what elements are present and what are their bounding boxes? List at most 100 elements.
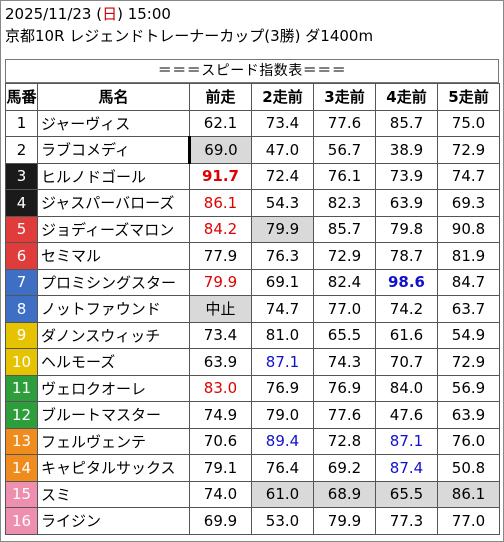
speed-index-last: 79.9: [189, 268, 252, 296]
speed-index-5ago: 72.9: [437, 348, 500, 376]
horse-name: ジャーヴィス: [37, 109, 190, 137]
horse-number: 14: [5, 454, 38, 482]
speed-index-3ago: 82.3: [313, 189, 376, 217]
speed-index-4ago: 70.7: [375, 348, 438, 376]
table-row: 9 ダノンスウィッチ 73.4 81.0 65.5 61.6 54.9: [5, 321, 500, 349]
speed-index-5ago: 72.9: [437, 136, 500, 164]
speed-index-5ago: 81.9: [437, 242, 500, 270]
speed-index-3ago: 69.2: [313, 454, 376, 482]
col-header-last: 前走: [189, 83, 252, 111]
horse-name: スミ: [37, 480, 190, 508]
speed-index-3ago: 85.7: [313, 215, 376, 243]
speed-index-last: 83.0: [189, 374, 252, 402]
table-row: 6 セミマル 77.9 76.3 72.9 78.7 81.9: [5, 242, 500, 270]
speed-index-3ago: 72.8: [313, 427, 376, 455]
table-row: 12 ブルートマスター 74.9 79.0 77.6 47.6 63.9: [5, 401, 500, 429]
speed-index-5ago: 63.7: [437, 295, 500, 323]
table-row: 3 ヒルノドゴール 91.7 72.4 76.1 73.9 74.7: [5, 162, 500, 190]
table-row: 11 ヴェロクオーレ 83.0 76.9 76.9 84.0 56.9: [5, 374, 500, 402]
table-row: 15 スミ 74.0 61.0 68.9 65.5 86.1: [5, 480, 500, 508]
speed-index-5ago: 75.0: [437, 109, 500, 137]
table-row: 1 ジャーヴィス 62.1 73.4 77.6 85.7 75.0: [5, 109, 500, 137]
horse-name: ヘルモーズ: [37, 348, 190, 376]
speed-index-2ago: 76.9: [251, 374, 314, 402]
speed-index-3ago: 77.6: [313, 401, 376, 429]
speed-index-4ago: 61.6: [375, 321, 438, 349]
speed-index-4ago: 87.1: [375, 427, 438, 455]
speed-index-2ago: 89.4: [251, 427, 314, 455]
speed-index-last: 62.1: [189, 109, 252, 137]
table-header-row: 馬番 馬名 前走 2走前 3走前 4走前 5走前: [5, 83, 500, 111]
speed-index-3ago: 76.9: [313, 374, 376, 402]
horse-number: 7: [5, 268, 38, 296]
table-row: 2 ラブコメディ 69.0 47.0 56.7 38.9 72.9: [5, 136, 500, 164]
speed-index-last: 69.0: [188, 136, 252, 164]
horse-number: 15: [5, 480, 38, 508]
speed-index-5ago: 63.9: [437, 401, 500, 429]
speed-index-3ago: 82.4: [313, 268, 376, 296]
speed-index-2ago: 61.0: [251, 480, 314, 508]
speed-index-2ago: 87.1: [251, 348, 314, 376]
table-row: 4 ジャスパーバローズ 86.1 54.3 82.3 63.9 69.3: [5, 189, 500, 217]
date-prefix: 2025/11/23 (: [5, 5, 103, 23]
horse-name: ブルートマスター: [37, 401, 190, 429]
day-of-week: 日: [102, 5, 118, 23]
horse-number: 3: [5, 162, 38, 190]
speed-index-2ago: 53.0: [251, 507, 314, 535]
speed-index-4ago: 73.9: [375, 162, 438, 190]
horse-number: 8: [5, 295, 38, 323]
speed-index-table: 馬番 馬名 前走 2走前 3走前 4走前 5走前 1 ジャーヴィス 62.1 73.4…: [5, 83, 500, 535]
speed-index-last: 74.0: [189, 480, 252, 508]
horse-name: ノットファウンド: [37, 295, 190, 323]
date-suffix: ) 15:00: [117, 5, 171, 23]
speed-index-3ago: 77.6: [313, 109, 376, 137]
horse-number: 2: [5, 136, 38, 164]
speed-index-5ago: 77.0: [437, 507, 500, 535]
speed-index-4ago: 74.2: [375, 295, 438, 323]
speed-index-2ago: 73.4: [251, 109, 314, 137]
horse-name: ライジン: [37, 507, 190, 535]
speed-index-3ago: 65.5: [313, 321, 376, 349]
speed-index-2ago: 81.0: [251, 321, 314, 349]
table-row: 10 ヘルモーズ 63.9 87.1 74.3 70.7 72.9: [5, 348, 500, 376]
speed-index-last: 77.9: [189, 242, 252, 270]
race-datetime: 2025/11/23 (日) 15:00: [5, 3, 501, 25]
horse-name: セミマル: [37, 242, 190, 270]
race-header: 2025/11/23 (日) 15:00 京都10R レジェンドトレーナーカップ…: [5, 3, 501, 47]
speed-index-2ago: 76.3: [251, 242, 314, 270]
speed-index-3ago: 56.7: [313, 136, 376, 164]
speed-index-5ago: 86.1: [437, 480, 500, 508]
horse-name: ジョディーズマロン: [37, 215, 190, 243]
horse-number: 13: [5, 427, 38, 455]
speed-index-2ago: 54.3: [251, 189, 314, 217]
speed-index-4ago: 98.6: [375, 268, 438, 296]
table-row: 16 ライジン 69.9 53.0 79.9 77.3 77.0: [5, 507, 500, 535]
horse-name: ジャスパーバローズ: [37, 189, 190, 217]
speed-index-last: 中止: [189, 295, 252, 323]
speed-index-3ago: 72.9: [313, 242, 376, 270]
horse-name: キャピタルサックス: [37, 454, 190, 482]
speed-index-3ago: 77.0: [313, 295, 376, 323]
speed-index-3ago: 76.1: [313, 162, 376, 190]
col-header-name: 馬名: [37, 83, 190, 111]
speed-index-5ago: 74.7: [437, 162, 500, 190]
table-row: 7 プロミシングスター 79.9 69.1 82.4 98.6 84.7: [5, 268, 500, 296]
speed-index-last: 70.6: [189, 427, 252, 455]
speed-index-5ago: 54.9: [437, 321, 500, 349]
speed-index-4ago: 78.7: [375, 242, 438, 270]
horse-name: ヒルノドゴール: [37, 162, 190, 190]
speed-index-4ago: 38.9: [375, 136, 438, 164]
speed-index-4ago: 85.7: [375, 109, 438, 137]
speed-index-2ago: 47.0: [251, 136, 314, 164]
speed-index-5ago: 76.0: [437, 427, 500, 455]
speed-index-last: 73.4: [189, 321, 252, 349]
speed-index-last: 63.9: [189, 348, 252, 376]
table-row: 5 ジョディーズマロン 84.2 79.9 85.7 79.8 90.8: [5, 215, 500, 243]
col-header-number: 馬番: [5, 83, 38, 111]
speed-index-5ago: 56.9: [437, 374, 500, 402]
race-title: 京都10R レジェンドトレーナーカップ(3勝) ダ1400m: [5, 27, 374, 45]
speed-index-5ago: 69.3: [437, 189, 500, 217]
horse-number: 12: [5, 401, 38, 429]
speed-index-4ago: 77.3: [375, 507, 438, 535]
table-body: 1 ジャーヴィス 62.1 73.4 77.6 85.7 75.0 2 ラブコメディ 69.0 47…: [5, 109, 500, 535]
